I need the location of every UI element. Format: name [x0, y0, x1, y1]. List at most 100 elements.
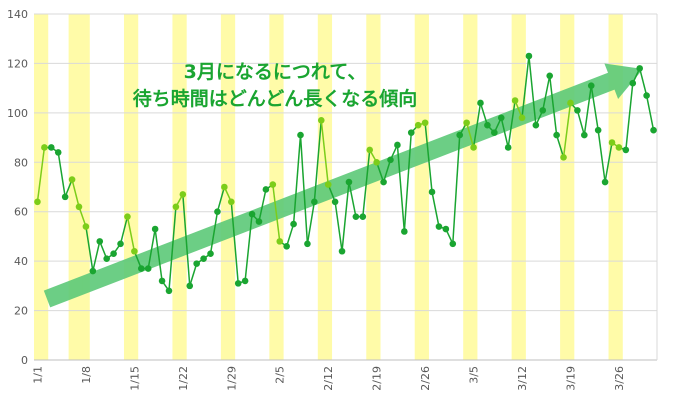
weekend-band: [40, 14, 49, 360]
data-point: [539, 107, 547, 114]
series-line-segment: [452, 135, 461, 244]
data-point: [241, 277, 249, 285]
weekend-band: [518, 14, 526, 360]
data-point: [491, 129, 498, 136]
data-point: [255, 218, 263, 225]
y-tick-label: 60: [14, 206, 28, 219]
data-point: [608, 139, 616, 146]
data-point: [158, 277, 166, 285]
series-line-segment: [403, 132, 413, 232]
data-point: [221, 183, 228, 191]
series-line-segment: [645, 95, 655, 131]
data-point: [297, 131, 304, 139]
data-point: [643, 92, 650, 99]
data-point: [234, 280, 242, 287]
y-tick-label: 140: [7, 8, 28, 21]
series-line-segment: [299, 135, 309, 244]
data-point: [636, 65, 643, 72]
series-line-segment: [168, 206, 177, 291]
data-point: [338, 247, 346, 255]
data-point: [373, 158, 380, 166]
series-line-segment: [576, 110, 586, 136]
data-point: [151, 225, 159, 233]
x-tick-label: 3/26: [613, 366, 626, 391]
x-tick-label: 1/1: [31, 366, 44, 384]
series-line-segment: [306, 201, 316, 244]
weekend-band: [82, 14, 90, 360]
data-point: [117, 240, 124, 248]
data-point: [137, 265, 145, 272]
data-point: [477, 99, 484, 107]
series-line-segment: [465, 122, 475, 148]
series-line-segment: [216, 186, 226, 212]
data-point: [470, 144, 477, 151]
series-line-segment: [285, 223, 295, 247]
data-point: [144, 265, 152, 272]
series-line-segment: [189, 263, 198, 287]
weekend-band: [615, 14, 623, 360]
data-point: [532, 121, 540, 129]
data-point: [227, 198, 235, 206]
series-line-segment: [604, 142, 613, 183]
data-point: [48, 144, 55, 151]
data-point: [304, 240, 311, 248]
x-tick-label: 2/5: [274, 366, 287, 384]
data-point: [68, 176, 76, 183]
data-point: [449, 240, 457, 248]
series-line-segment: [36, 147, 46, 202]
weekend-band: [608, 14, 616, 360]
y-tick-label: 20: [14, 305, 28, 318]
weekend-band: [34, 14, 42, 360]
series-line-segment: [528, 55, 537, 126]
weekend-band: [414, 14, 423, 360]
data-point: [380, 178, 387, 186]
series-line-segment: [396, 144, 406, 232]
x-tick-label: 1/15: [128, 366, 141, 391]
weekend-band: [68, 14, 76, 360]
y-tick-label: 120: [7, 57, 28, 70]
data-point: [511, 97, 519, 104]
data-point: [497, 114, 505, 122]
series-points: [34, 52, 657, 295]
data-point: [165, 287, 173, 295]
series-line-segment: [292, 135, 302, 225]
series-line-segment: [341, 181, 350, 252]
x-tick-label: 3/19: [564, 366, 577, 391]
data-point: [601, 178, 609, 186]
series-line-segment: [562, 102, 572, 158]
data-point: [61, 193, 69, 201]
series-line-segment: [119, 216, 129, 245]
data-point: [518, 114, 526, 122]
data-point: [629, 79, 637, 87]
weekend-band: [276, 14, 284, 360]
data-point: [587, 82, 595, 89]
data-point: [103, 255, 110, 262]
data-point: [200, 255, 207, 262]
data-point: [75, 203, 83, 211]
y-tick-label: 40: [14, 255, 28, 268]
data-point: [290, 220, 297, 228]
data-point: [54, 149, 62, 156]
weekend-band: [373, 14, 381, 360]
data-point: [581, 131, 588, 139]
series-line-segment: [348, 181, 357, 217]
data-point: [179, 191, 187, 198]
data-point: [594, 126, 602, 134]
series-line-segment: [258, 189, 267, 222]
weekend-band: [567, 14, 575, 360]
y-tick-label: 0: [21, 354, 28, 367]
series-line-segment: [375, 162, 385, 183]
weekend-band: [75, 14, 83, 360]
x-tick-label: 2/19: [371, 366, 384, 391]
data-point: [124, 213, 131, 220]
series-line-segment: [555, 134, 565, 158]
series-line-segment: [597, 130, 606, 183]
series-line-segment: [583, 85, 592, 136]
data-point: [276, 238, 284, 245]
data-point: [407, 129, 415, 136]
series-line-segment: [638, 68, 648, 96]
data-point: [428, 188, 436, 196]
data-point: [414, 121, 422, 129]
data-point: [484, 121, 491, 129]
data-point: [248, 210, 256, 218]
